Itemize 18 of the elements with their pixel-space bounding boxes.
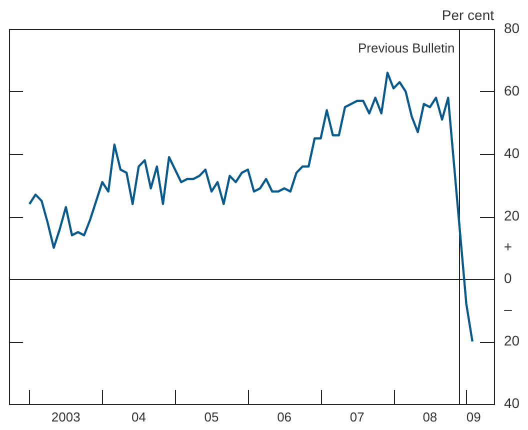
text: +	[504, 238, 512, 255]
y-tick-label: 20	[504, 207, 520, 224]
y-tick-label: 80	[504, 20, 520, 36]
x-tick-label: 2003	[51, 409, 80, 424]
y-tick-label: 20	[504, 332, 520, 348]
y-tick-label: 0	[504, 270, 512, 286]
x-tick-label: 08	[422, 409, 438, 424]
x-tick-label: 06	[277, 409, 292, 424]
x-tick-label: 09	[466, 409, 481, 424]
y-tick-label: 40	[504, 394, 520, 411]
y-tick-label: 40	[504, 144, 520, 161]
x-tick-label: 05	[204, 409, 219, 424]
ref-line-label: Previous Bulletin	[358, 40, 455, 56]
y-tick-label: 60	[504, 82, 520, 98]
text: –	[504, 301, 512, 318]
x-tick-label: 07	[350, 409, 364, 424]
x-tick-label: 04	[131, 409, 146, 424]
y-axis-title: Per cent	[442, 6, 494, 23]
